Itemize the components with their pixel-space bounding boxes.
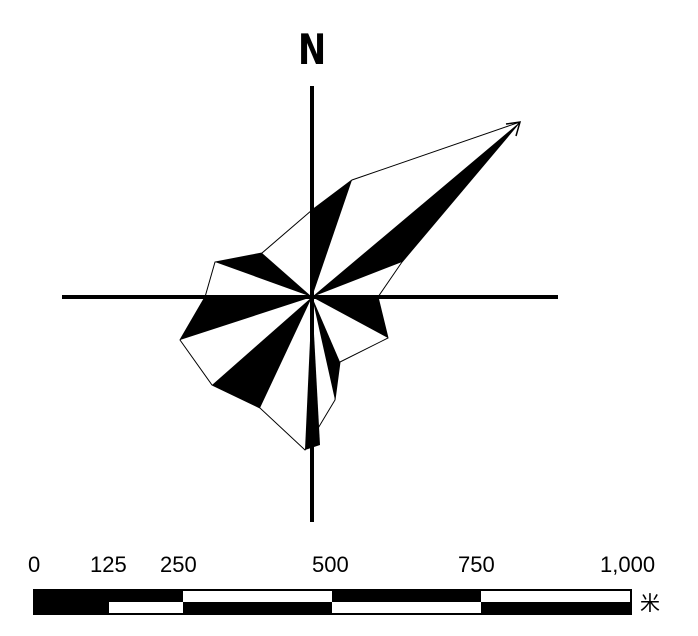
- rose-diagram: [62, 86, 558, 522]
- scale-tick-750: 750: [458, 552, 495, 577]
- petal-sse: [312, 297, 340, 400]
- scale-tick-0: 0: [28, 552, 41, 577]
- scale-unit: 米: [640, 591, 660, 615]
- petal-nw: [215, 253, 312, 297]
- scale-seg-bot-4: [332, 602, 481, 614]
- petal-e: [312, 297, 388, 338]
- petal-w: [180, 297, 312, 340]
- scale-seg-bot-3: [183, 602, 332, 614]
- ne-arrowhead: [505, 121, 522, 137]
- scale-seg-bot-1: [34, 602, 109, 614]
- petal-ne-long: [312, 122, 520, 297]
- scale-tick-500: 500: [312, 552, 349, 577]
- scale-tick-1000: 1,000: [600, 552, 656, 577]
- petal-nne: [312, 180, 352, 297]
- scale-seg-top-4: [332, 590, 481, 602]
- scale-seg-top-5: [481, 590, 631, 602]
- scale-seg-bot-5: [481, 602, 631, 614]
- scale-seg-bot-2: [109, 602, 183, 614]
- scale-seg-top-1: [34, 590, 109, 602]
- scale-seg-top-2: [109, 590, 183, 602]
- petal-sw: [212, 297, 312, 408]
- scale-tick-125: 125: [90, 552, 127, 577]
- scale-seg-top-3: [183, 590, 332, 602]
- north-label: N: [297, 25, 327, 74]
- petal-s: [305, 297, 320, 450]
- scale-tick-250: 250: [160, 552, 197, 577]
